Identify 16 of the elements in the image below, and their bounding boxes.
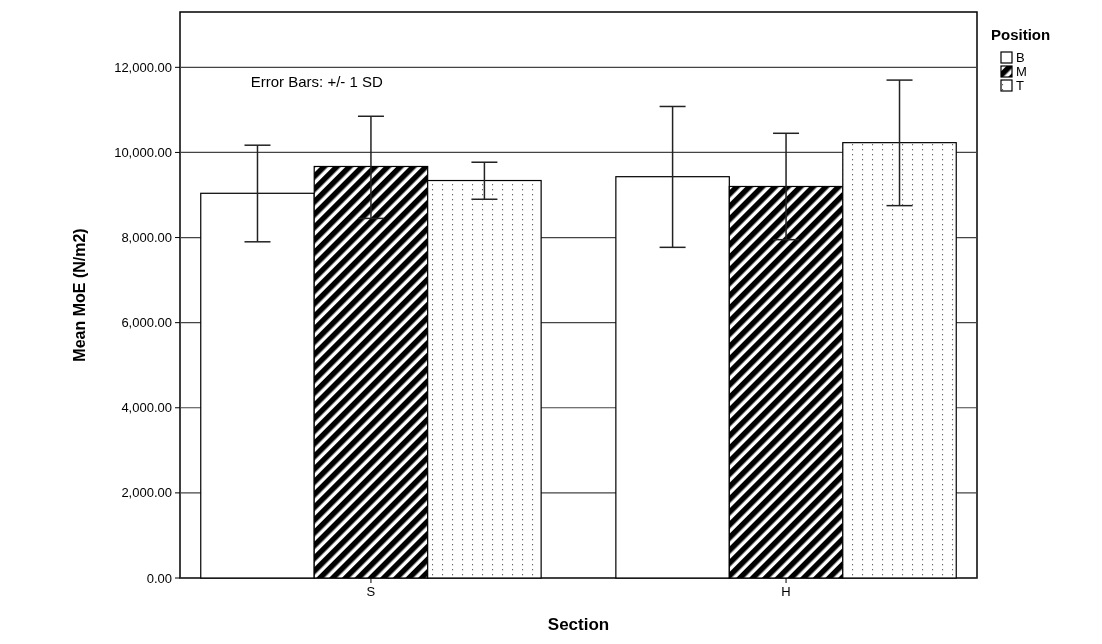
y-axis-title: Mean MoE (N/m2) bbox=[71, 228, 88, 362]
annotation: Error Bars: +/- 1 SD bbox=[250, 73, 384, 91]
legend-title: Position bbox=[991, 26, 1051, 43]
y-tick-label: 6,000.00 bbox=[121, 315, 172, 331]
legend-label: B bbox=[1016, 50, 1025, 65]
y-tick-label: 10,000.00 bbox=[114, 144, 172, 160]
y-tick-label: 8,000.00 bbox=[121, 230, 172, 246]
legend-label: T bbox=[1016, 78, 1024, 93]
legend-label: M bbox=[1016, 64, 1027, 79]
x-tick-label: S bbox=[366, 584, 376, 599]
y-tick-label: 12,000.00 bbox=[114, 59, 172, 75]
x-axis-title: Section bbox=[547, 615, 610, 634]
y-tick-label: 4,000.00 bbox=[121, 400, 172, 416]
y-tick-label: 2,000.00 bbox=[121, 485, 172, 501]
y-tick-label: 0.00 bbox=[146, 570, 172, 586]
x-tick-label: H bbox=[781, 584, 791, 599]
